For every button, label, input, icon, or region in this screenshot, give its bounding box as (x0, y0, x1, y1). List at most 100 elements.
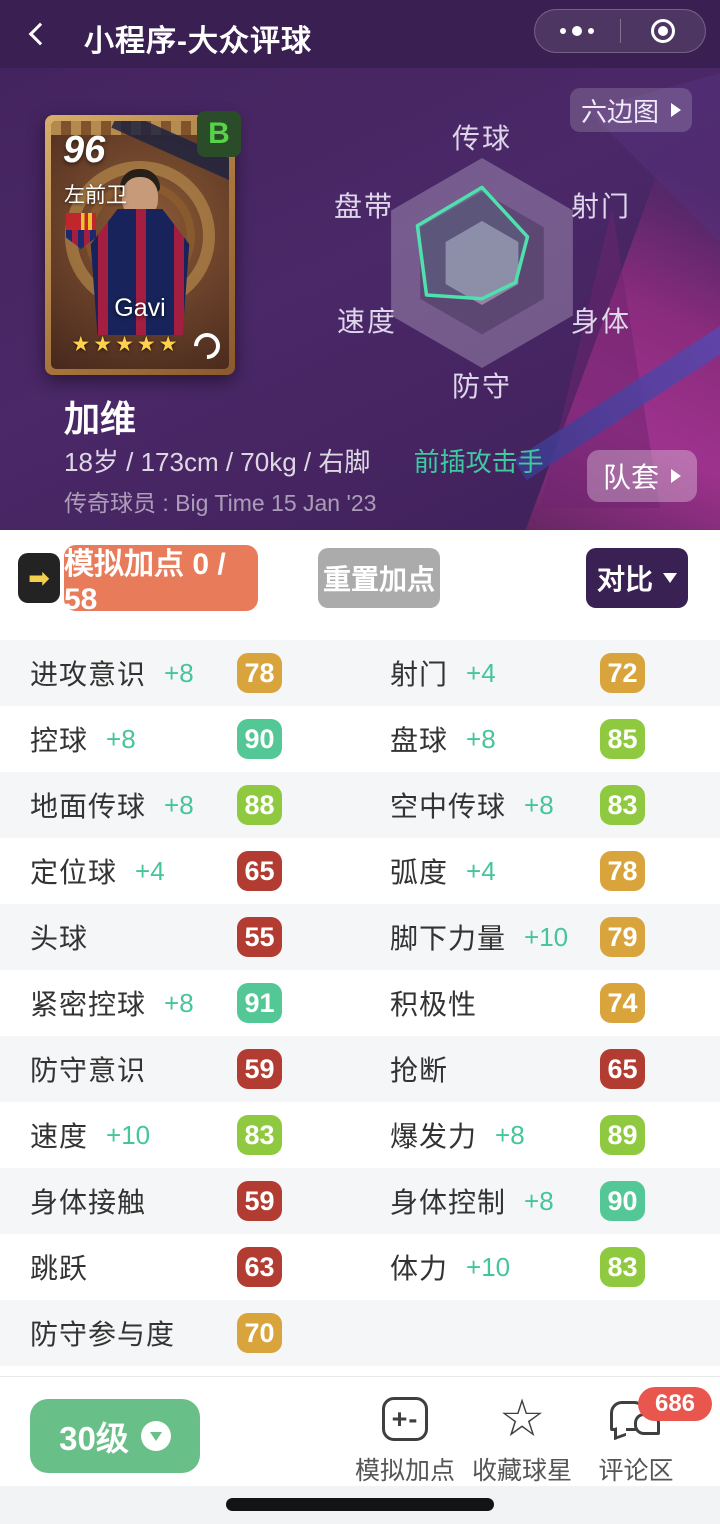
stat-boost: +8 (106, 723, 136, 754)
stat-boost: +10 (466, 1251, 511, 1282)
stat-value-badge: 74 (600, 983, 645, 1023)
stat-row: 速度 +10 83 爆发力 +8 89 (0, 1102, 720, 1168)
reset-points-label: 重置加点 (322, 564, 435, 595)
radar-label-pass: 传球 (451, 123, 513, 154)
arrow-right-icon: ➡ (28, 562, 50, 593)
stat-value-badge: 63 (237, 1247, 282, 1287)
more-dots-icon (560, 28, 567, 34)
stat-label: 防守意识 (30, 1055, 147, 1086)
card-stars: ★★★★★ (71, 333, 181, 356)
plus-minus-icon: +- (382, 1397, 428, 1441)
stat-boost: +8 (524, 1185, 554, 1216)
footer-action-simulate[interactable]: +- 模拟加点 (345, 1391, 465, 1487)
stat-label: 速度 (30, 1121, 89, 1152)
chevron-down-circle-icon (140, 1421, 171, 1451)
stat-boost: +10 (106, 1119, 151, 1150)
stat-label: 跳跃 (30, 1253, 89, 1284)
footer-action-label: 收藏球星 (471, 1457, 572, 1485)
stat-value-badge: 90 (237, 719, 282, 759)
play-arrow-icon (671, 103, 681, 117)
compare-dropdown-button[interactable]: 对比 (586, 548, 688, 608)
stat-value-badge: 83 (600, 1247, 645, 1287)
card-rating: 96 (63, 129, 106, 171)
stat-label: 头球 (30, 923, 89, 954)
stat-label: 积极性 (390, 989, 478, 1020)
stat-boost: +4 (135, 855, 165, 886)
stat-row: 控球 +8 90 盘球 +8 85 (0, 706, 720, 772)
more-dots-icon (572, 26, 583, 36)
simulate-points-label: 模拟加点 0 / 58 (64, 548, 226, 616)
level-select-button[interactable]: 30级 (30, 1399, 200, 1473)
stat-row: 防守参与度 70 (0, 1300, 720, 1366)
close-minimize-button[interactable] (621, 10, 706, 52)
quick-arrow-button[interactable]: ➡ (18, 553, 60, 603)
stat-label: 空中传球 (390, 791, 507, 822)
player-jersey (90, 209, 190, 335)
player-card: 96 左前卫 Gavi ★★★★★ B (45, 111, 241, 375)
stat-label: 地面传球 (30, 791, 147, 822)
stats-table: 进攻意识 +8 78 射门 +4 72 控球 +8 90 盘球 +8 85 地面传球 +8 88 空中传球 +8… (0, 640, 720, 1366)
home-circle-icon (650, 19, 675, 43)
footer-action-label: 评论区 (598, 1457, 674, 1485)
hexmap-button[interactable]: 六边图 (570, 88, 692, 132)
radar-label-shoot: 射门 (570, 191, 632, 222)
reset-points-button[interactable]: 重置加点 (318, 548, 440, 608)
radar-chart (391, 158, 573, 368)
stat-value-badge: 89 (600, 1115, 645, 1155)
stat-label: 防守参与度 (30, 1319, 176, 1350)
play-arrow-icon (671, 469, 681, 483)
more-menu-button[interactable] (535, 10, 620, 52)
card-player-name: Gavi (114, 294, 166, 322)
hexmap-button-label: 六边图 (580, 96, 659, 127)
more-dots-icon (588, 28, 595, 34)
stat-value-badge: 79 (600, 917, 645, 957)
home-indicator-handle[interactable] (226, 1498, 494, 1511)
team-kit-button[interactable]: 队套 (587, 450, 697, 502)
stat-label: 紧密控球 (30, 989, 147, 1020)
comments-icon: 686 (608, 1387, 712, 1443)
capsule-divider (619, 19, 621, 43)
stat-value-badge: 78 (237, 653, 282, 693)
stat-label: 抢断 (390, 1055, 449, 1086)
stat-row: 进攻意识 +8 78 射门 +4 72 (0, 640, 720, 706)
stat-value-badge: 65 (237, 851, 282, 891)
team-kit-label: 队套 (602, 462, 659, 493)
stat-label: 身体接触 (30, 1187, 147, 1218)
stat-boost: +8 (164, 987, 194, 1018)
stat-label: 体力 (390, 1253, 449, 1284)
chevron-left-icon (28, 22, 52, 46)
radar-label-speed: 速度 (336, 306, 398, 337)
stat-value-badge: 59 (237, 1049, 282, 1089)
stat-row: 地面传球 +8 88 空中传球 +8 83 (0, 772, 720, 838)
grade-badge: B (197, 111, 241, 157)
radar-label-defense: 防守 (451, 371, 513, 402)
wechat-capsule (534, 9, 706, 53)
star-icon: ☆ (498, 1389, 546, 1449)
footer-action-favorite[interactable]: ☆ 收藏球星 (462, 1391, 582, 1487)
stat-row: 防守意识 59 抢断 65 (0, 1036, 720, 1102)
player-card-photo: 96 左前卫 Gavi ★★★★★ (51, 121, 229, 369)
stat-value-badge: 55 (237, 917, 282, 957)
stat-label: 弧度 (390, 857, 449, 888)
stat-value-badge: 88 (237, 785, 282, 825)
back-button[interactable] (26, 22, 56, 48)
stat-boost: +8 (495, 1119, 525, 1150)
stat-row: 身体接触 59 身体控制 +8 90 (0, 1168, 720, 1234)
footer-action-comments[interactable]: 686 评论区 (576, 1387, 712, 1487)
stat-boost: +8 (164, 789, 194, 820)
page-title: 小程序-大众评球 (84, 25, 312, 58)
comment-count-badge: 686 (638, 1387, 712, 1421)
level-label: 30级 (59, 1420, 129, 1457)
footer-action-label: 模拟加点 (354, 1457, 455, 1485)
stat-row: 头球 55 脚下力量 +10 79 (0, 904, 720, 970)
stat-label: 身体控制 (390, 1187, 507, 1218)
simulate-points-button[interactable]: 模拟加点 0 / 58 (64, 545, 258, 616)
chevron-down-icon (663, 573, 677, 583)
stat-value-badge: 83 (237, 1115, 282, 1155)
player-legend-info: 传奇球员 : Big Time 15 Jan '23 (64, 490, 377, 516)
card-position: 左前卫 (64, 184, 127, 207)
radar-label-physical: 身体 (570, 306, 632, 337)
radar-label-dribble: 盘带 (333, 191, 395, 222)
stat-label: 进攻意识 (30, 659, 147, 690)
